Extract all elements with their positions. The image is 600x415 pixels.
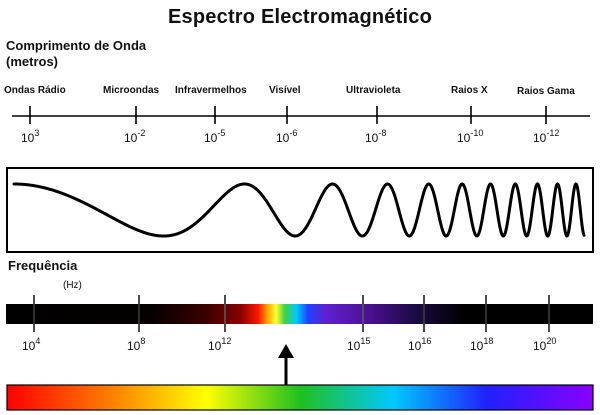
frequency-tick-label: 1020 [533,336,557,353]
visible-expansion-arrow [278,344,294,385]
wavelength-axis [12,106,590,124]
arrow-head [278,344,294,358]
band-label-ultraviolet: Ultravioleta [346,85,401,96]
frequency-tick-label: 108 [127,336,146,353]
wavelength-tick-label: 10-10 [457,128,484,145]
frequency-tick-label: 1012 [208,336,232,353]
band-label-xray: Raios X [451,85,488,96]
wavelength-tick-label: 103 [21,128,40,145]
wavelength-tick-label: 10-6 [276,128,298,145]
band-label-gamma: Raios Gama [517,86,575,97]
frequency-tick-label: 1016 [408,336,432,353]
band-label-visible: Visível [269,85,301,96]
wavelength-tick-label: 10-8 [365,128,387,145]
wavelength-heading-line1: Comprimento de Onda [6,38,147,53]
band-label-radio: Ondas Rádio [4,85,66,96]
frequency-tick-label: 1018 [470,336,494,353]
wave-box [6,167,594,253]
frequency-tick-label: 104 [22,336,41,353]
wavelength-wave [12,182,586,238]
wavelength-tick-label: 10-2 [124,128,146,145]
diagram-title: Espectro Electromagnético [168,6,432,28]
frequency-unit: (Hz) [63,280,82,291]
wavelength-heading-line2: (metros) [6,54,59,69]
frequency-bar [6,304,593,324]
wavelength-tick-label: 10-5 [204,128,226,145]
band-label-infrared: Infravermelhos [175,85,247,96]
frequency-tick-label: 1015 [347,336,371,353]
visible-spectrum-bar [6,384,594,411]
wavelength-heading: Comprimento de Onda (metros) [6,38,146,70]
wavelength-tick-label: 10-12 [533,128,560,145]
frequency-ticks [33,295,550,332]
frequency-heading: Frequência [8,258,78,273]
band-label-microwave: Microondas [103,85,160,96]
